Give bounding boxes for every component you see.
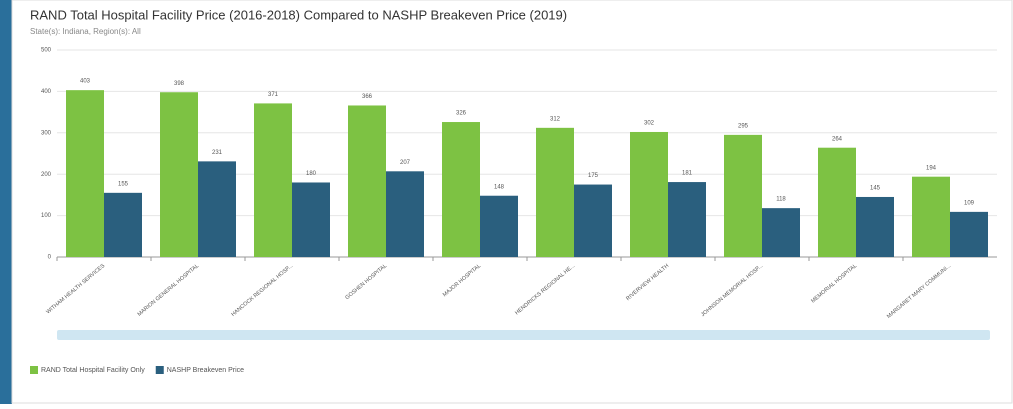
bar bbox=[668, 182, 706, 257]
scrollbar[interactable] bbox=[57, 330, 990, 340]
side-strip bbox=[0, 0, 12, 404]
legend-label: RAND Total Hospital Facility Only bbox=[41, 367, 145, 374]
bar bbox=[856, 196, 894, 257]
data-label: 155 bbox=[118, 181, 129, 187]
x-tick-label: MARGARET MARY COMMUNI... bbox=[886, 263, 952, 320]
bar bbox=[818, 147, 856, 257]
y-tick-label: 500 bbox=[41, 48, 52, 54]
bar bbox=[292, 182, 330, 257]
bar bbox=[104, 192, 142, 257]
legend-label: NASHP Breakeven Price bbox=[167, 367, 244, 374]
data-label: 181 bbox=[682, 171, 693, 177]
data-label: 366 bbox=[362, 94, 373, 100]
bar bbox=[480, 195, 518, 257]
legend-swatch bbox=[155, 366, 164, 374]
data-label: 312 bbox=[550, 116, 561, 122]
data-label: 118 bbox=[776, 197, 786, 203]
data-label: 231 bbox=[212, 150, 223, 156]
bar bbox=[442, 122, 480, 257]
data-label: 194 bbox=[926, 165, 937, 171]
bar bbox=[762, 208, 800, 257]
data-label: 295 bbox=[738, 123, 749, 129]
y-tick-label: 0 bbox=[48, 255, 52, 261]
data-label: 109 bbox=[964, 200, 975, 206]
y-tick-label: 200 bbox=[41, 172, 52, 178]
data-label: 403 bbox=[80, 79, 91, 85]
bar bbox=[254, 103, 292, 257]
data-label: 264 bbox=[832, 136, 843, 142]
bar bbox=[66, 90, 104, 258]
bar bbox=[160, 92, 198, 257]
y-tick-label: 300 bbox=[41, 130, 52, 136]
data-label: 175 bbox=[588, 173, 599, 179]
x-tick-label: HANCOCK REGIONAL HOSP... bbox=[230, 263, 294, 318]
data-label: 326 bbox=[456, 111, 467, 117]
bar bbox=[386, 171, 424, 257]
x-tick-label: JOHNSON MEMORIAL HOSP... bbox=[700, 263, 764, 318]
bar bbox=[574, 184, 612, 257]
y-tick-label: 400 bbox=[41, 89, 52, 95]
legend-swatch bbox=[30, 366, 38, 374]
data-label: 398 bbox=[174, 81, 185, 87]
x-tick-label: HENDRICKS REGIONAL HE... bbox=[514, 263, 576, 317]
bar bbox=[912, 176, 950, 257]
bar bbox=[950, 211, 988, 257]
bar bbox=[536, 127, 574, 257]
data-label: 145 bbox=[870, 186, 881, 192]
chart-title: RAND Total Hospital Facility Price (2016… bbox=[30, 7, 567, 22]
frame bbox=[11, 0, 1013, 404]
x-tick-label: MEMORIAL HOSPITAL bbox=[810, 263, 858, 305]
x-tick-label: MARION GENERAL HOSPITAL bbox=[137, 263, 201, 318]
bar bbox=[198, 161, 236, 257]
data-label: 148 bbox=[494, 184, 505, 190]
x-tick-label: GOSHEN HOSPITAL bbox=[344, 263, 388, 301]
bar bbox=[724, 134, 762, 257]
y-tick-label: 100 bbox=[41, 213, 52, 219]
data-label: 180 bbox=[306, 171, 317, 177]
x-tick-label: MAJOR HOSPITAL bbox=[442, 263, 482, 298]
bar bbox=[630, 131, 668, 257]
bar bbox=[348, 105, 386, 257]
x-tick-label: WITHAM HEALTH SERVICES bbox=[45, 263, 106, 316]
chart-subtitle: State(s): Indiana, Region(s): All bbox=[30, 27, 141, 36]
data-label: 371 bbox=[268, 92, 279, 98]
data-label: 302 bbox=[644, 121, 655, 127]
data-label: 207 bbox=[400, 160, 411, 166]
x-tick-label: RIVERVIEW HEALTH bbox=[625, 263, 670, 302]
